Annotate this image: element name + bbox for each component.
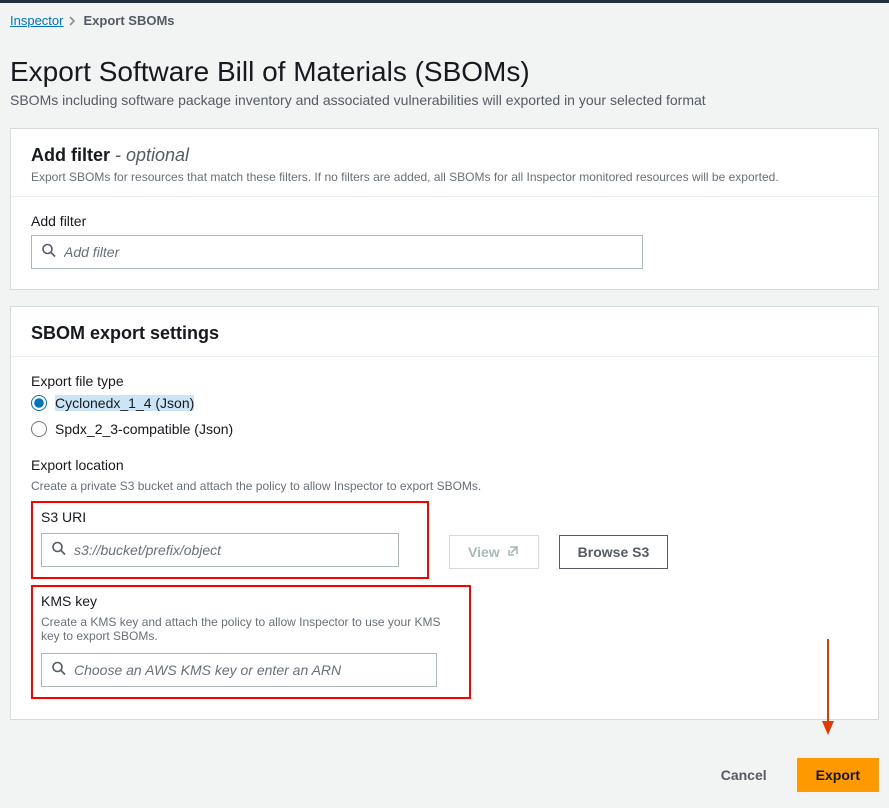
file-type-label: Export file type <box>31 373 858 389</box>
view-button[interactable]: View <box>449 535 539 569</box>
breadcrumb-root-link[interactable]: Inspector <box>10 13 63 28</box>
settings-panel-title: SBOM export settings <box>31 323 858 344</box>
s3-uri-highlight: S3 URI <box>31 501 429 579</box>
external-link-icon <box>506 544 520 561</box>
page-title: Export Software Bill of Materials (SBOMs… <box>10 56 879 88</box>
browse-s3-button[interactable]: Browse S3 <box>559 535 669 569</box>
filter-panel: Add filter - optional Export SBOMs for r… <box>10 128 879 290</box>
chevron-right-icon <box>69 16 77 26</box>
add-filter-label: Add filter <box>31 213 858 229</box>
radio-spdx-input[interactable] <box>31 421 47 437</box>
add-filter-input[interactable] <box>31 235 643 269</box>
kms-highlight: KMS key Create a KMS key and attach the … <box>31 585 471 699</box>
s3-uri-input[interactable] <box>41 533 399 567</box>
search-icon <box>41 243 57 262</box>
cancel-label: Cancel <box>721 767 767 783</box>
filter-panel-title: Add filter <box>31 145 110 165</box>
filter-panel-description: Export SBOMs for resources that match th… <box>31 170 858 184</box>
page-subtitle: SBOMs including software package invento… <box>10 92 879 108</box>
settings-panel-header: SBOM export settings <box>11 307 878 357</box>
cancel-button[interactable]: Cancel <box>703 758 785 792</box>
radio-cyclonedx[interactable]: Cyclonedx_1_4 (Json) <box>31 395 858 411</box>
breadcrumb-current: Export SBOMs <box>83 13 174 28</box>
radio-cyclonedx-label: Cyclonedx_1_4 (Json) <box>55 395 194 411</box>
search-icon <box>51 661 67 680</box>
search-icon <box>51 541 67 560</box>
export-label: Export <box>816 767 860 783</box>
kms-input[interactable] <box>41 653 437 687</box>
footer-actions: Cancel Export <box>0 752 889 808</box>
filter-panel-optional: - optional <box>110 145 189 165</box>
kms-label: KMS key <box>41 593 461 609</box>
view-button-label: View <box>468 544 500 560</box>
browse-s3-label: Browse S3 <box>578 544 650 560</box>
export-button[interactable]: Export <box>797 758 879 792</box>
export-location-description: Create a private S3 bucket and attach th… <box>31 479 858 493</box>
settings-panel: SBOM export settings Export file type Cy… <box>10 306 879 720</box>
export-location-label: Export location <box>31 457 858 473</box>
radio-spdx-label: Spdx_2_3-compatible (Json) <box>55 421 233 437</box>
kms-description: Create a KMS key and attach the policy t… <box>41 615 461 643</box>
s3-uri-label: S3 URI <box>41 509 419 525</box>
breadcrumb: Inspector Export SBOMs <box>0 3 889 28</box>
filter-panel-header: Add filter - optional Export SBOMs for r… <box>11 129 878 197</box>
radio-spdx[interactable]: Spdx_2_3-compatible (Json) <box>31 421 858 437</box>
radio-cyclonedx-input[interactable] <box>31 395 47 411</box>
